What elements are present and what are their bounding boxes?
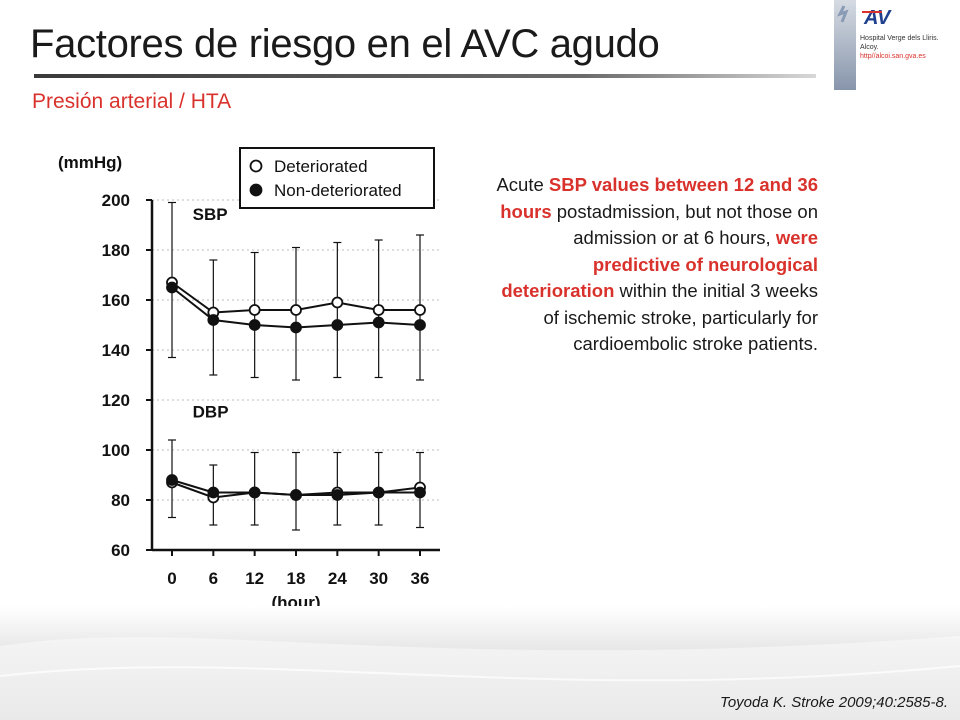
x-tick-label: 30 <box>369 569 388 588</box>
legend-label: Non-deteriorated <box>274 181 402 200</box>
svg-text:AV: AV <box>863 7 892 29</box>
title-divider <box>34 74 816 78</box>
y-tick-label: 120 <box>102 391 130 410</box>
x-axis-label: (hour) <box>271 593 320 610</box>
x-tick-label: 36 <box>411 569 430 588</box>
data-point-open <box>414 304 426 316</box>
data-point-open <box>248 304 261 316</box>
blood-pressure-chart: 60 80 100 120 140 160 180 200 0 6 12 18 24 30 36 (mmHg)… <box>58 147 440 610</box>
x-tick-label: 12 <box>245 569 264 588</box>
logo-line-1: Hospital Verge dels Lliris. <box>860 35 939 42</box>
slide-subtitle: Presión arterial / HTA <box>32 90 232 113</box>
data-point-open <box>290 304 302 316</box>
data-point-open <box>372 304 385 316</box>
x-tick-label: 6 <box>209 569 218 588</box>
citation: Toyoda K. Stroke 2009;40:2585-8. <box>720 694 948 711</box>
data-point-filled <box>248 319 261 331</box>
data-point-filled <box>207 314 220 326</box>
slide-title: Factores de riesgo en el AVC agudo <box>30 22 660 66</box>
data-point-filled <box>290 489 302 501</box>
description-highlight: SBP values between 12 and 36 hours <box>500 174 818 222</box>
y-tick-label: 180 <box>102 241 130 260</box>
legend-marker-filled <box>249 183 263 197</box>
data-point-filled <box>372 316 385 329</box>
y-tick-label: 160 <box>102 291 130 310</box>
legend-label: Deteriorated <box>274 157 368 176</box>
data-point-filled <box>372 486 385 499</box>
description-text: postadmission, but not those on admissio… <box>551 200 818 249</box>
legend-box <box>239 147 435 209</box>
data-point-filled <box>414 319 426 331</box>
x-tick-label: 18 <box>287 569 306 588</box>
description-text: Acute <box>496 174 549 195</box>
logo-emblem-icon: AV <box>837 5 892 29</box>
description-highlight: were predictive of neurological deterior… <box>501 227 818 301</box>
data-point-filled <box>414 486 426 499</box>
data-point-filled <box>331 489 344 501</box>
logo-caption: Hospital Verge dels Lliris. Alcoy. http/… <box>860 34 958 61</box>
y-tick-label: 200 <box>102 191 130 210</box>
description-text: within the initial 3 weeks of ischemic s… <box>543 280 818 354</box>
panel-label: SBP <box>193 205 228 224</box>
x-tick-label: 0 <box>167 569 176 588</box>
y-tick-label: 80 <box>111 491 130 510</box>
data-point-open <box>331 296 344 309</box>
footer-band <box>0 606 960 720</box>
data-point-filled <box>248 486 261 499</box>
y-tick-label: 140 <box>102 341 130 360</box>
footer-swoosh <box>0 636 960 720</box>
logo-banner <box>834 0 856 90</box>
data-point-filled <box>207 486 220 499</box>
chart-description: Acute SBP values between 12 and 36 hours… <box>490 172 818 358</box>
data-point-filled <box>290 321 302 334</box>
logo-line-2: Alcoy. <box>860 44 879 51</box>
panel-label: DBP <box>193 403 229 422</box>
y-tick-label: 60 <box>111 541 130 560</box>
data-point-filled <box>166 281 178 294</box>
x-tick-label: 24 <box>328 569 347 588</box>
data-point-filled <box>331 319 344 331</box>
legend-marker-open <box>249 159 263 173</box>
logo-url[interactable]: http//alcoi.san.gva.es <box>860 53 926 60</box>
y-axis-label: (mmHg) <box>58 153 122 172</box>
data-point-filled <box>166 474 178 486</box>
y-tick-label: 100 <box>102 441 130 460</box>
hospital-logo: AV Hospital Verge dels Lliris. Alcoy. ht… <box>832 0 960 92</box>
